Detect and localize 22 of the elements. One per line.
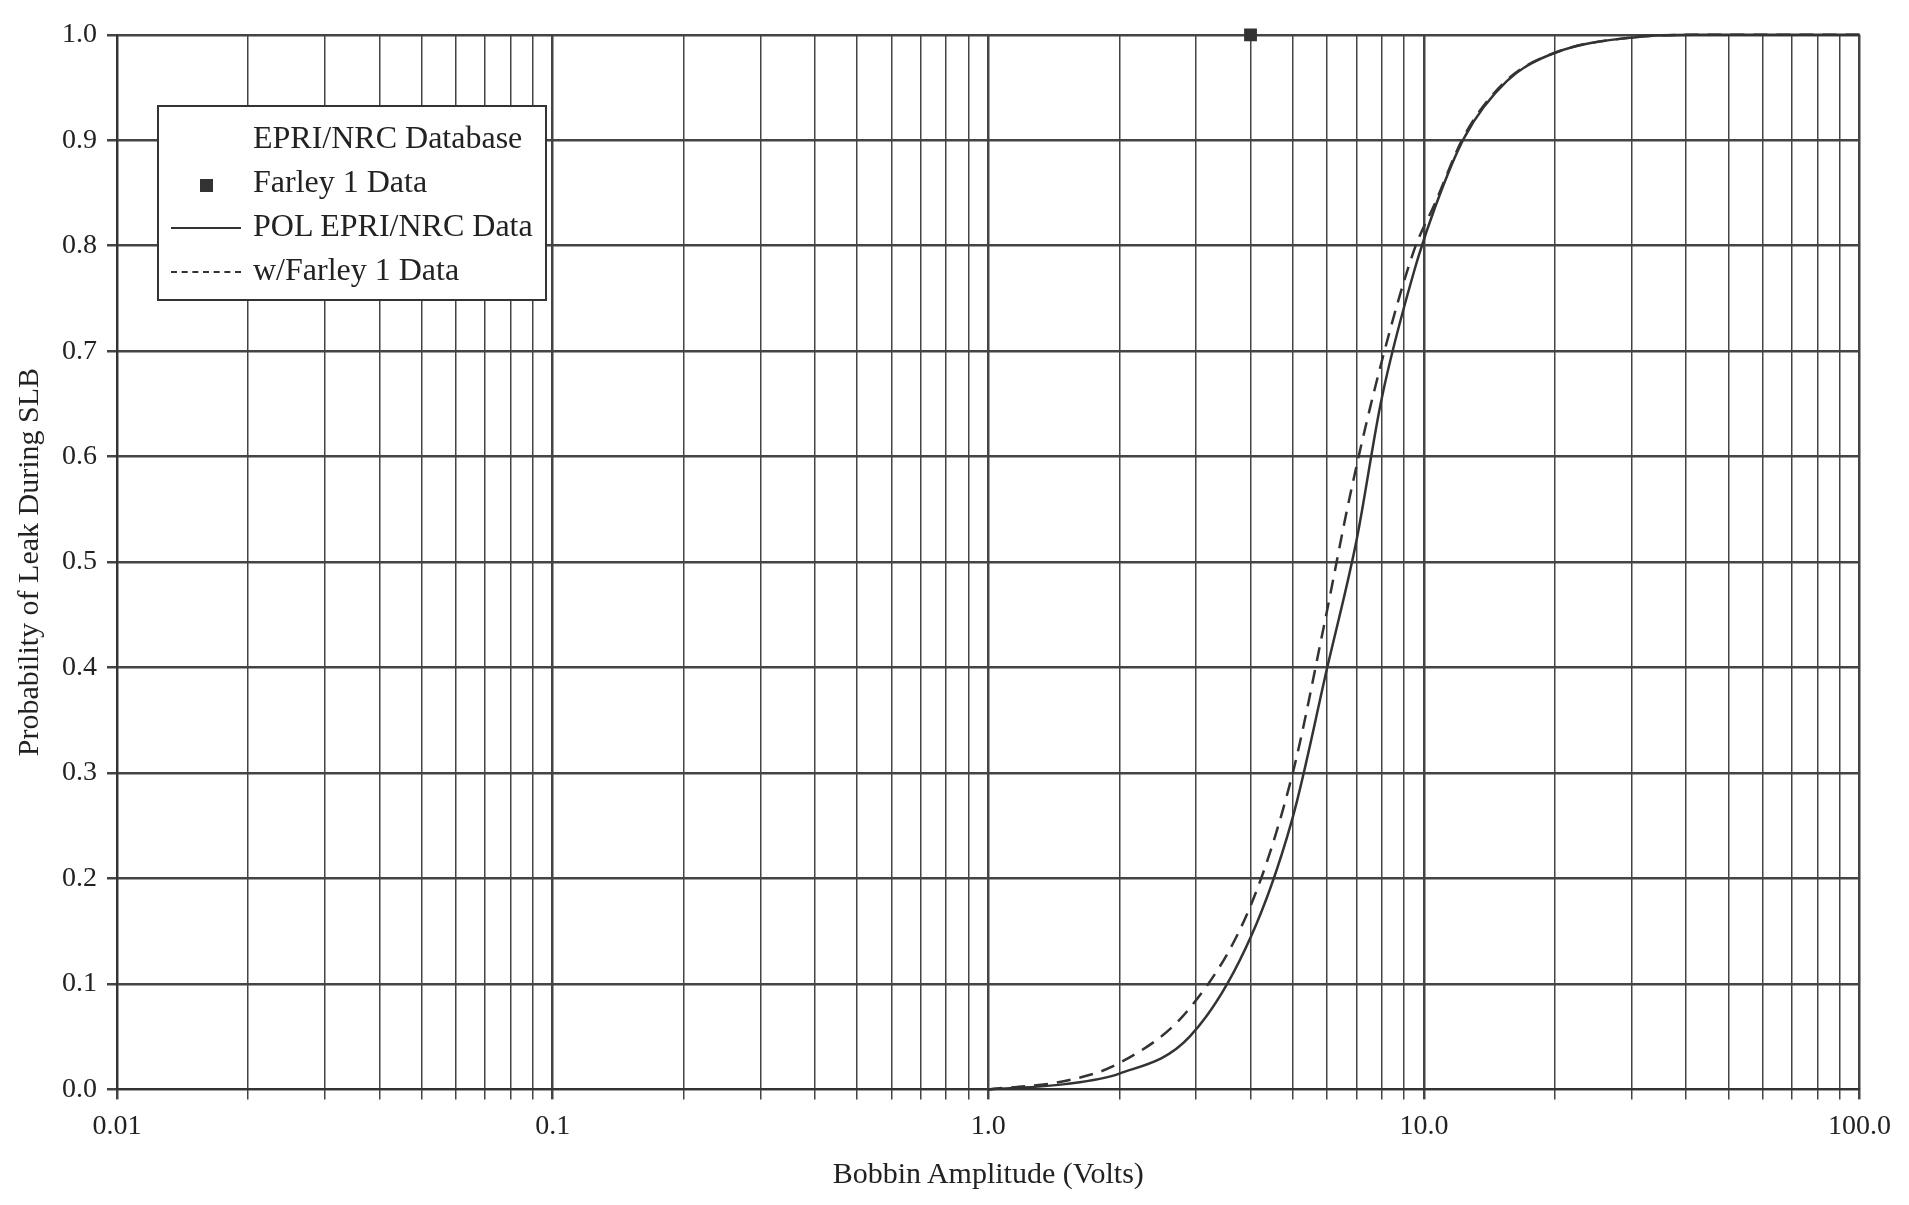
legend-label: POL EPRI/NRC Data xyxy=(253,206,533,243)
x-tick-label: 10.0 xyxy=(1399,1108,1449,1140)
y-tick-label: 0.0 xyxy=(62,1071,97,1103)
x-tick-label: 1.0 xyxy=(970,1108,1006,1140)
y-tick-label: 0.6 xyxy=(62,439,97,470)
x-tick-label: 0.1 xyxy=(535,1108,571,1140)
y-axis-title: Probability of Leak During SLB xyxy=(10,367,44,757)
y-tick-label: 0.1 xyxy=(62,966,97,998)
y-tick-label: 0.7 xyxy=(62,333,97,365)
y-tick-label: 0.4 xyxy=(62,649,97,681)
y-tick-label: 0.3 xyxy=(62,755,97,787)
x-tick-label: 0.01 xyxy=(92,1108,142,1140)
x-tick-label: 100.0 xyxy=(1828,1108,1891,1140)
legend-label: Farley 1 Data xyxy=(253,162,428,199)
y-tick-label: 0.8 xyxy=(62,228,97,260)
y-tick-label: 0.9 xyxy=(62,122,97,154)
legend-title: EPRI/NRC Database xyxy=(252,117,524,157)
y-tick-label: 0.2 xyxy=(62,860,97,892)
y-tick-label: 0.5 xyxy=(62,544,97,576)
y-tick-label: 1.0 xyxy=(62,17,97,49)
legend-label: w/Farley 1 Data xyxy=(253,250,460,287)
x-axis-title: Bobbin Amplitude (Volts) xyxy=(832,1155,1144,1190)
